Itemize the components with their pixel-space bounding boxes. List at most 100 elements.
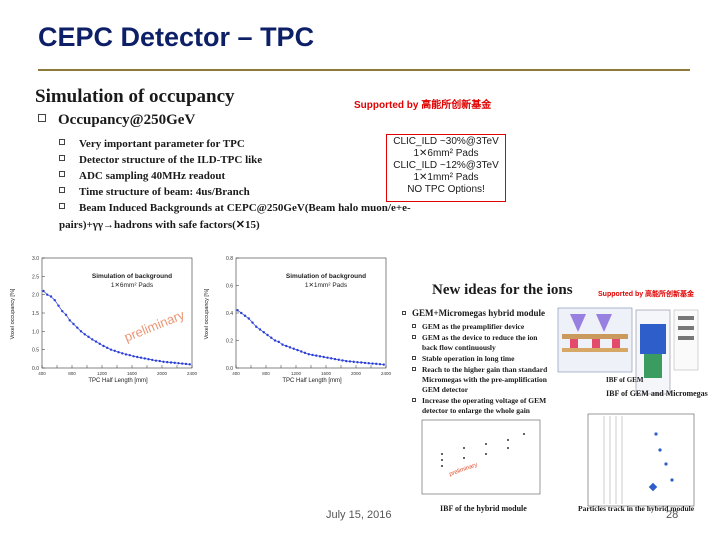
footer-date: July 15, 2016 xyxy=(326,509,392,521)
data-point xyxy=(79,330,83,333)
data-point xyxy=(83,333,86,336)
y-tick-label: 0.6 xyxy=(226,284,233,290)
y-axis-label: Voxel occupancy [%] xyxy=(10,288,16,339)
page-number: 28 xyxy=(666,509,679,521)
data-point xyxy=(42,289,45,293)
title-divider xyxy=(38,69,690,71)
data-point xyxy=(64,313,68,317)
data-point xyxy=(281,343,284,346)
ibf-point xyxy=(507,439,509,441)
occupancy-chart-1mm: 0.0 0.2 0.4 0.6 0.8 400 800 1200 1600 2000 2400 Sim… xyxy=(204,256,392,384)
data-point xyxy=(240,311,243,315)
square-bullet-icon xyxy=(59,203,65,209)
track-point xyxy=(664,462,668,466)
data-point xyxy=(378,362,382,366)
square-bullet-icon xyxy=(59,139,65,145)
ibf-points xyxy=(441,433,525,467)
data-point xyxy=(46,293,49,296)
mesh-layer xyxy=(562,348,628,352)
bullet-item-text: pairs)+γγ→hadrons with safe factors(✕15) xyxy=(59,219,260,231)
square-bullet-icon xyxy=(412,324,416,328)
data-point xyxy=(151,358,154,362)
data-point xyxy=(109,348,113,351)
data-point xyxy=(330,357,333,360)
data-point xyxy=(98,342,101,345)
data-point xyxy=(57,304,60,307)
data-point xyxy=(322,355,325,359)
bullet-item-text: Beam Induced Backgrounds at CEPC@250GeV(… xyxy=(79,202,411,214)
data-point xyxy=(124,353,128,356)
data-point xyxy=(348,360,352,363)
y-tick-label: 2.5 xyxy=(32,274,39,280)
data-point xyxy=(326,356,329,359)
ibf-point xyxy=(523,433,525,435)
bullet-item: ADC sampling 40MHz readout xyxy=(59,170,225,182)
data-point xyxy=(255,325,258,328)
y-tick-label: 0.0 xyxy=(32,366,39,372)
ions-item-continued: detector to enlarge the whole gain xyxy=(422,406,530,415)
caption-ibf-hybrid: IBF of the hybrid module xyxy=(440,504,527,513)
data-point xyxy=(143,357,146,360)
y-tick-label: 1.5 xyxy=(32,311,39,317)
bullet-item-text: Detector structure of the ILD-TPC like xyxy=(79,154,263,166)
x-axis-label: TPC Half Length [mm] xyxy=(282,378,342,384)
data-point xyxy=(117,351,120,354)
data-point xyxy=(251,321,254,324)
track-point xyxy=(670,478,674,482)
gem-foil xyxy=(562,334,628,339)
x-tick-label: 2400 xyxy=(381,371,392,376)
x-tick-label: 2400 xyxy=(187,371,198,376)
data-point xyxy=(188,363,191,366)
data-point xyxy=(303,351,307,355)
chart-title: Simulation of background xyxy=(286,273,366,280)
ions-item-text: GEM as the preamplifier device xyxy=(422,322,525,331)
drift-field xyxy=(570,314,586,332)
bullet-item: Time structure of beam: 4us/Branch xyxy=(59,186,250,198)
data-point xyxy=(288,346,292,349)
data-point xyxy=(311,353,314,357)
data-point xyxy=(307,353,310,356)
data-point xyxy=(352,360,355,364)
y-tick-label: 0.8 xyxy=(226,256,233,262)
x-tick-label: 800 xyxy=(68,371,76,376)
data-point xyxy=(76,326,79,329)
data-point xyxy=(382,363,385,366)
y-tick-label: 0.2 xyxy=(226,339,233,345)
ions-item-text: Micromegas with the pre-amplification xyxy=(422,375,547,384)
data-point xyxy=(337,358,340,361)
data-point xyxy=(121,352,124,355)
data-point xyxy=(158,359,161,363)
bullet-item-continued: pairs)+γγ→hadrons with safe factors(✕15) xyxy=(59,218,260,231)
clic-comparison-box: CLIC_ILD ~30%@3TeV 1✕6mm² Pads CLIC_ILD … xyxy=(386,134,506,202)
square-bullet-icon xyxy=(59,155,65,161)
chart-subtitle: 1✕1mm² Pads xyxy=(305,282,348,289)
avalanche-region xyxy=(592,339,600,348)
y-tick-label: 0.4 xyxy=(226,311,233,317)
slide-title: CEPC Detector – TPC xyxy=(38,22,315,52)
bullet-item: Detector structure of the ILD-TPC like xyxy=(59,154,262,166)
data-point xyxy=(49,295,53,298)
data-point xyxy=(270,336,273,339)
ibf-plot-frame xyxy=(421,419,541,495)
ions-item-continued: GEM detector xyxy=(422,385,468,394)
x-tick-label: 1200 xyxy=(291,371,302,376)
ions-item-text: GEM as the device to reduce the ion xyxy=(422,333,538,342)
ions-item-text: GEM detector xyxy=(422,385,469,394)
ibf-point xyxy=(441,459,443,461)
occupancy-chart-6mm: 0.0 0.5 1.0 1.5 2.0 2.5 3.0 400 800 1200 1600 2000 2… xyxy=(10,256,198,384)
data-point xyxy=(315,354,318,357)
ibf-point xyxy=(485,453,487,455)
data-point xyxy=(162,360,165,363)
data-point xyxy=(277,340,280,344)
data-point xyxy=(102,344,105,348)
data-point xyxy=(181,362,184,365)
redbox-line: NO TPC Options! xyxy=(407,184,485,195)
redbox-line: CLIC_ILD ~30%@3TeV xyxy=(393,136,499,147)
chart-title: Simulation of background xyxy=(92,273,172,280)
bullet-item: Beam Induced Backgrounds at CEPC@250GeV(… xyxy=(59,202,411,214)
square-bullet-icon xyxy=(59,187,65,193)
field-map-lower xyxy=(644,354,662,378)
redbox-line: CLIC_ILD ~12%@3TeV xyxy=(393,160,499,171)
data-point xyxy=(136,355,139,359)
ions-item: Increase the operating voltage of GEM xyxy=(412,396,546,405)
